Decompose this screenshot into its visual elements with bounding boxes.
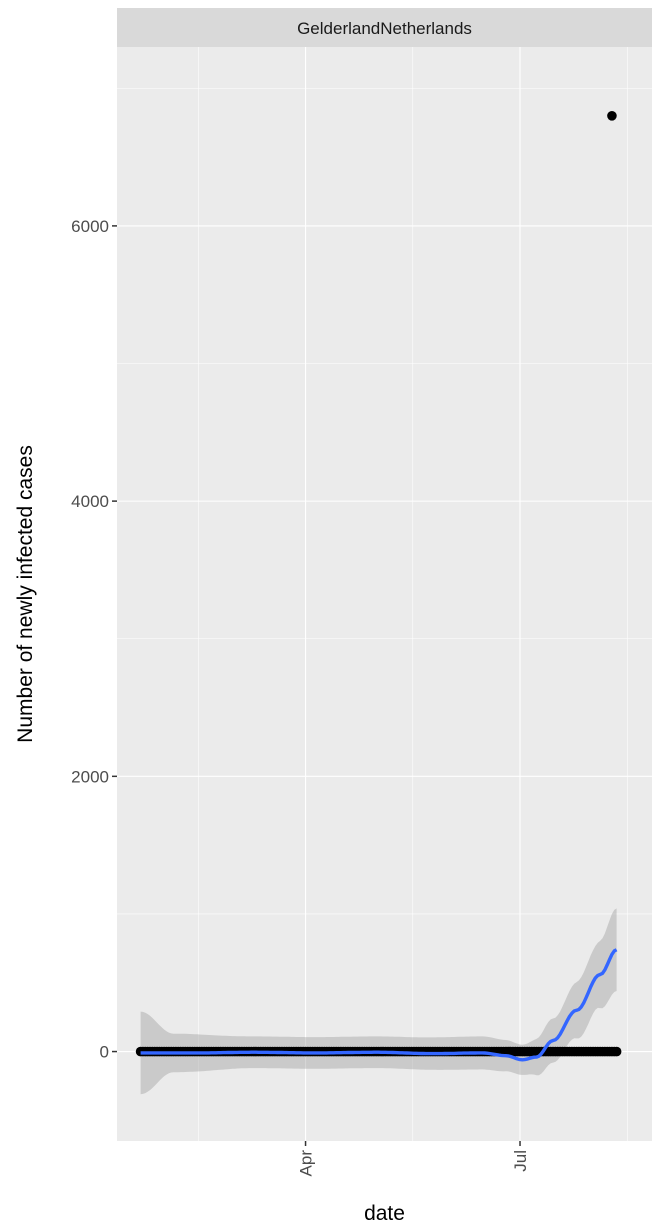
y-tick-label: 0 [100,1043,109,1062]
y-tick-label: 6000 [71,217,109,236]
grid-lines [117,47,652,1141]
x-axis-title: date [364,1202,405,1225]
data-point [611,1046,622,1057]
smooth-curve [140,948,618,1062]
plot-panel [117,47,652,1141]
smooth-line [140,948,618,1062]
y-tick-label: 4000 [71,492,109,511]
facet-strip-label: GelderlandNetherlands [297,19,472,38]
outlier-point [607,111,617,121]
axes: 0 2000 4000 6000 Apr Jul [71,217,530,1177]
x-tick-label: Jul [511,1150,530,1172]
y-tick-label: 2000 [71,767,109,786]
strip-background [117,8,652,47]
y-axis-title: Number of newly infected cases [14,445,37,743]
x-tick-label: Apr [297,1150,316,1177]
